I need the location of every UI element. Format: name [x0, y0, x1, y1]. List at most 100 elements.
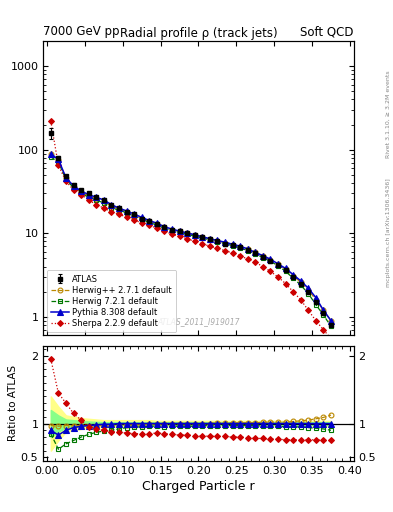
Pythia 8.308 default — [147, 218, 152, 224]
Sherpa 2.2.9 default — [177, 233, 182, 239]
Line: Sherpa 2.2.9 default: Sherpa 2.2.9 default — [49, 119, 333, 340]
Herwig 7.2.1 default — [154, 222, 159, 228]
Herwig++ 2.7.1 default — [321, 307, 326, 313]
Pythia 8.308 default — [132, 211, 136, 217]
Pythia 8.308 default — [177, 228, 182, 234]
Sherpa 2.2.9 default — [79, 191, 83, 198]
Sherpa 2.2.9 default — [245, 256, 250, 262]
Pythia 8.308 default — [162, 224, 167, 230]
Herwig 7.2.1 default — [64, 177, 68, 183]
Pythia 8.308 default — [48, 151, 53, 157]
Pythia 8.308 default — [329, 317, 333, 324]
Pythia 8.308 default — [79, 188, 83, 194]
Pythia 8.308 default — [200, 233, 205, 240]
Herwig++ 2.7.1 default — [291, 273, 296, 279]
Sherpa 2.2.9 default — [170, 231, 174, 237]
Herwig 7.2.1 default — [268, 259, 273, 265]
Pythia 8.308 default — [56, 156, 61, 162]
Herwig++ 2.7.1 default — [147, 218, 152, 224]
Herwig++ 2.7.1 default — [94, 196, 99, 202]
Herwig++ 2.7.1 default — [253, 249, 258, 255]
Herwig++ 2.7.1 default — [298, 279, 303, 285]
Pythia 8.308 default — [245, 246, 250, 252]
Pythia 8.308 default — [86, 191, 91, 198]
Herwig++ 2.7.1 default — [261, 253, 265, 260]
Pythia 8.308 default — [253, 249, 258, 255]
Pythia 8.308 default — [268, 256, 273, 262]
Sherpa 2.2.9 default — [139, 220, 144, 226]
Title: Radial profile ρ (track jets): Radial profile ρ (track jets) — [119, 27, 277, 40]
Pythia 8.308 default — [71, 183, 76, 189]
Herwig 7.2.1 default — [329, 323, 333, 329]
Herwig 7.2.1 default — [306, 290, 310, 296]
Pythia 8.308 default — [124, 208, 129, 214]
Pythia 8.308 default — [139, 215, 144, 221]
Legend: ATLAS, Herwig++ 2.7.1 default, Herwig 7.2.1 default, Pythia 8.308 default, Sherp: ATLAS, Herwig++ 2.7.1 default, Herwig 7.… — [46, 270, 176, 332]
Herwig 7.2.1 default — [147, 219, 152, 225]
Sherpa 2.2.9 default — [48, 118, 53, 124]
Herwig 7.2.1 default — [253, 250, 258, 257]
Line: Pythia 8.308 default: Pythia 8.308 default — [48, 152, 334, 324]
Herwig++ 2.7.1 default — [192, 232, 197, 238]
Pythia 8.308 default — [117, 205, 121, 211]
Line: Herwig 7.2.1 default: Herwig 7.2.1 default — [48, 155, 333, 329]
Herwig 7.2.1 default — [200, 235, 205, 241]
Pythia 8.308 default — [261, 252, 265, 259]
Herwig++ 2.7.1 default — [230, 242, 235, 248]
Herwig++ 2.7.1 default — [329, 317, 333, 324]
Herwig 7.2.1 default — [314, 302, 318, 308]
Herwig 7.2.1 default — [170, 227, 174, 233]
Herwig++ 2.7.1 default — [79, 189, 83, 195]
Sherpa 2.2.9 default — [56, 162, 61, 168]
Sherpa 2.2.9 default — [71, 187, 76, 193]
Sherpa 2.2.9 default — [162, 228, 167, 234]
Herwig++ 2.7.1 default — [117, 206, 121, 212]
Herwig++ 2.7.1 default — [48, 151, 53, 157]
Sherpa 2.2.9 default — [86, 197, 91, 203]
Herwig 7.2.1 default — [101, 200, 106, 206]
Pythia 8.308 default — [298, 278, 303, 284]
Sherpa 2.2.9 default — [200, 241, 205, 247]
Text: ATLAS_2011_I919017: ATLAS_2011_I919017 — [157, 317, 240, 327]
Herwig 7.2.1 default — [139, 217, 144, 223]
Pythia 8.308 default — [154, 220, 159, 226]
Herwig++ 2.7.1 default — [154, 221, 159, 227]
Herwig++ 2.7.1 default — [162, 224, 167, 230]
Sherpa 2.2.9 default — [283, 281, 288, 287]
Sherpa 2.2.9 default — [185, 236, 189, 242]
Herwig 7.2.1 default — [185, 231, 189, 238]
Sherpa 2.2.9 default — [192, 238, 197, 244]
Pythia 8.308 default — [275, 261, 280, 267]
Herwig 7.2.1 default — [245, 247, 250, 253]
Sherpa 2.2.9 default — [109, 209, 114, 215]
Herwig 7.2.1 default — [124, 210, 129, 216]
Pythia 8.308 default — [306, 285, 310, 291]
Herwig 7.2.1 default — [86, 194, 91, 200]
Line: Herwig++ 2.7.1 default: Herwig++ 2.7.1 default — [48, 151, 333, 323]
Text: 7000 GeV pp: 7000 GeV pp — [43, 26, 120, 38]
Sherpa 2.2.9 default — [306, 307, 310, 313]
Sherpa 2.2.9 default — [132, 217, 136, 223]
Pythia 8.308 default — [314, 294, 318, 301]
Sherpa 2.2.9 default — [147, 222, 152, 228]
Herwig++ 2.7.1 default — [283, 266, 288, 272]
Sherpa 2.2.9 default — [261, 264, 265, 270]
Herwig++ 2.7.1 default — [132, 212, 136, 218]
Text: Soft QCD: Soft QCD — [300, 26, 354, 38]
Sherpa 2.2.9 default — [124, 215, 129, 221]
Herwig 7.2.1 default — [275, 263, 280, 269]
Pythia 8.308 default — [170, 226, 174, 232]
Herwig++ 2.7.1 default — [86, 193, 91, 199]
Herwig++ 2.7.1 default — [200, 234, 205, 240]
Pythia 8.308 default — [215, 238, 220, 244]
Herwig++ 2.7.1 default — [170, 227, 174, 233]
Sherpa 2.2.9 default — [154, 225, 159, 231]
Pythia 8.308 default — [230, 241, 235, 247]
Sherpa 2.2.9 default — [230, 250, 235, 256]
Herwig 7.2.1 default — [109, 205, 114, 211]
Pythia 8.308 default — [291, 271, 296, 278]
Herwig++ 2.7.1 default — [71, 184, 76, 190]
Herwig 7.2.1 default — [117, 207, 121, 213]
Herwig 7.2.1 default — [94, 197, 99, 203]
Herwig++ 2.7.1 default — [124, 209, 129, 215]
